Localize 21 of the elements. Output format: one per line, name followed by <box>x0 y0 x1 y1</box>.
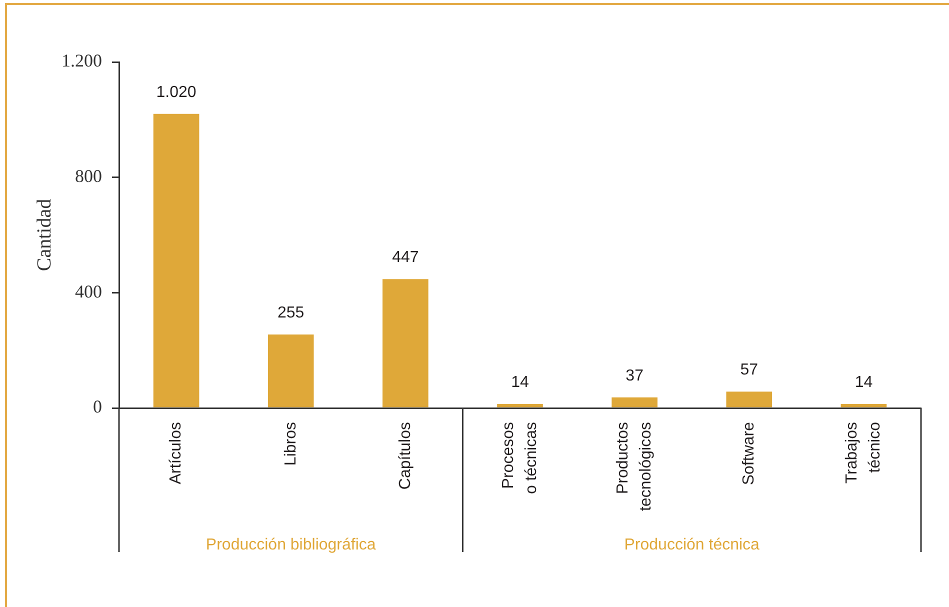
x-tick-label: Artículos <box>168 422 185 484</box>
y-tick-label: 0 <box>93 396 102 417</box>
x-tick-label: Procesos o técnicas <box>500 422 540 494</box>
x-tick-label: Libros <box>282 422 300 466</box>
x-tick-label: Productos tecnológicos <box>614 422 654 511</box>
data-label: 37 <box>626 367 644 384</box>
y-tick-label: 800 <box>75 166 102 186</box>
y-axis-title: Cantidad <box>33 198 56 272</box>
data-label: 447 <box>392 249 419 266</box>
data-label: 255 <box>278 304 304 322</box>
data-label: 14 <box>511 374 529 391</box>
x-tick-label: Capítulos <box>396 422 414 490</box>
x-tick-label: Software <box>740 422 758 486</box>
text: Producción bibliográfica <box>206 536 376 554</box>
data-label: 14 <box>854 374 873 391</box>
x-tick-label: Trabajos técnico <box>844 422 884 484</box>
y-tick-label: 1.200 <box>62 50 102 71</box>
data-label: 57 <box>740 362 758 379</box>
text: Producción técnica <box>624 536 760 554</box>
data-label: 1.020 <box>156 84 196 101</box>
y-tick-label: 400 <box>75 281 102 302</box>
